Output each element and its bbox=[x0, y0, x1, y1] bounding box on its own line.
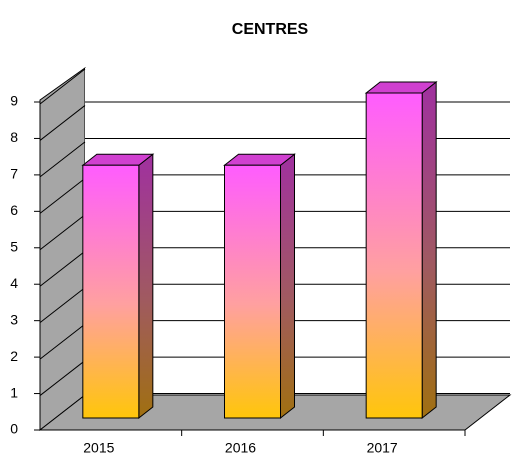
y-tick-label: 1 bbox=[10, 384, 18, 400]
y-tick-label: 5 bbox=[10, 238, 18, 254]
grid-line bbox=[39, 141, 86, 178]
y-tick-label: 4 bbox=[10, 275, 18, 291]
chart-title: CENTRES bbox=[232, 21, 309, 38]
bar-side bbox=[138, 153, 154, 420]
x-tick-label: 2017 bbox=[367, 440, 398, 456]
grid-line bbox=[39, 105, 86, 141]
bar bbox=[224, 164, 281, 419]
grid-line bbox=[39, 287, 86, 324]
grid-line bbox=[39, 250, 86, 287]
grid-line bbox=[39, 177, 86, 214]
bar bbox=[365, 92, 423, 419]
bar bbox=[82, 164, 140, 419]
y-tick-label: 7 bbox=[10, 166, 18, 182]
y-tick-label: 6 bbox=[10, 202, 18, 218]
x-tick-label: 2016 bbox=[225, 440, 256, 456]
grid-line bbox=[39, 214, 86, 251]
y-tick-label: 0 bbox=[10, 421, 18, 437]
y-tick-label: 2 bbox=[10, 348, 18, 364]
bar-side bbox=[421, 80, 437, 420]
side-wall bbox=[39, 67, 86, 432]
grid-line bbox=[39, 360, 86, 396]
y-tick-label: 3 bbox=[10, 311, 18, 327]
grid-line bbox=[39, 68, 86, 105]
bar-side bbox=[280, 153, 295, 420]
x-tick-label: 2015 bbox=[83, 440, 114, 456]
y-tick-label: 9 bbox=[10, 93, 18, 109]
grid-line bbox=[39, 323, 86, 360]
y-tick-label: 8 bbox=[10, 129, 18, 145]
